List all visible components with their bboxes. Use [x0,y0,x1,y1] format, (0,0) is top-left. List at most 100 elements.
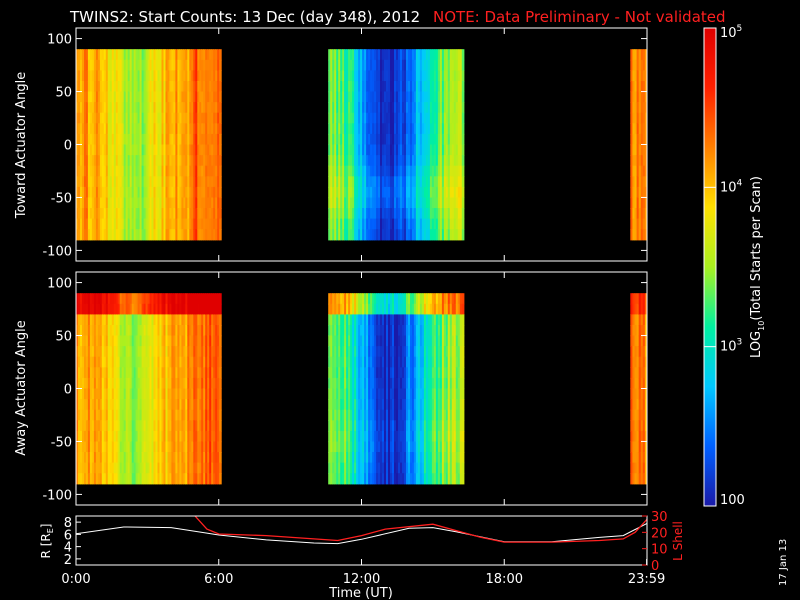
heatmap-cell [374,112,377,124]
heatmap-cell [330,229,333,241]
heatmap-cell [121,49,125,61]
heatmap-cell [139,49,143,61]
heatmap-cell [153,218,157,230]
heatmap-cell [642,229,646,241]
heatmap-cell [89,377,93,390]
heatmap-cell [211,430,214,443]
heatmap-cell [358,229,361,241]
heatmap-cell [334,208,337,220]
heatmap-cell [382,197,385,209]
heatmap-cell [147,218,151,230]
heatmap-cell [378,81,381,93]
heatmap-cell [386,430,389,443]
heatmap-cell [368,197,371,209]
heatmap-cell [384,335,387,347]
heatmap-cell [352,430,355,443]
heatmap-cell [115,91,119,103]
heatmap-cell [173,399,176,411]
heatmap-cell [179,293,182,305]
heatmap-cell [115,102,119,114]
heatmap-cell [358,197,361,209]
heatmap-cell [141,186,145,199]
heatmap-cell [334,49,337,61]
heatmap-cell [443,91,447,103]
heatmap-cell [191,102,194,114]
heatmap-cell [143,356,147,368]
heatmap-cell [131,144,135,156]
heatmap-cell [412,112,415,124]
heatmap-cell [109,325,113,337]
heatmap-cell [366,144,369,156]
heatmap-cell [328,430,331,443]
heatmap-cell [139,399,143,411]
heatmap-cell [171,49,174,61]
heatmap-cell [169,367,172,379]
heatmap-cell [78,303,81,315]
heatmap-cell [78,208,81,220]
heatmap-cell [119,208,123,220]
heatmap-cell [117,165,121,177]
heatmap-cell [127,59,131,71]
heatmap-cell [421,208,425,220]
heatmap-cell [119,452,123,464]
heatmap-cell [219,325,222,337]
heatmap-cell [191,112,194,124]
heatmap-cell [137,441,141,453]
heatmap-cell [163,388,167,400]
heatmap-cell [382,462,385,474]
heatmap-cell [445,112,449,124]
heatmap-cell [415,229,419,241]
heatmap-cell [207,70,210,82]
heatmap-cell [342,388,345,400]
heatmap-cell [149,176,153,188]
heatmap-cell [445,133,449,146]
heatmap-cell [78,377,81,390]
heatmap-cell [207,144,210,156]
heatmap-cell [342,218,345,230]
heatmap-cell [374,303,377,315]
heatmap-cell [429,218,433,230]
heatmap-cell [131,430,135,443]
heatmap-cell [113,155,117,167]
heatmap-cell [415,49,419,61]
heatmap-cell [145,70,149,82]
heatmap-cell [209,91,212,103]
heatmap-cell [99,81,103,93]
heatmap-cell [332,441,335,453]
heatmap-cell [89,81,93,93]
heatmap-cell [129,123,133,135]
heatmap-cell [441,112,445,124]
heatmap-cell [127,208,131,220]
heatmap-cell [137,325,141,337]
heatmap-cell [344,325,347,337]
heatmap-cell [99,102,103,114]
heatmap-cell [217,91,220,103]
heatmap-cell [117,356,121,368]
heatmap-cell [348,133,351,146]
heatmap-cell [157,155,161,167]
heatmap-cell [360,420,363,432]
heatmap-cell [201,218,204,230]
heatmap-cell [213,452,216,464]
heatmap-cell [374,293,377,305]
heatmap-cell [638,176,642,188]
heatmap-cell [131,420,135,432]
heatmap-cell [149,346,153,358]
heatmap-cell [127,314,131,326]
heatmap-cell [76,59,79,71]
heatmap-cell [378,303,381,315]
heatmap-cell [356,452,359,464]
heatmap-cell [413,367,417,379]
heatmap-cell [213,91,216,103]
heatmap-cell [151,59,155,71]
heatmap-cell [125,325,129,337]
heatmap-cell [386,346,389,358]
heatmap-cell [153,462,157,474]
heatmap-cell [419,176,423,188]
heatmap-cell [151,102,155,114]
y-tick-label: 50 [55,86,72,101]
heatmap-cell [636,229,640,241]
heatmap-cell [380,367,383,379]
heatmap-cell [167,346,171,358]
heatmap-cell [149,49,153,61]
